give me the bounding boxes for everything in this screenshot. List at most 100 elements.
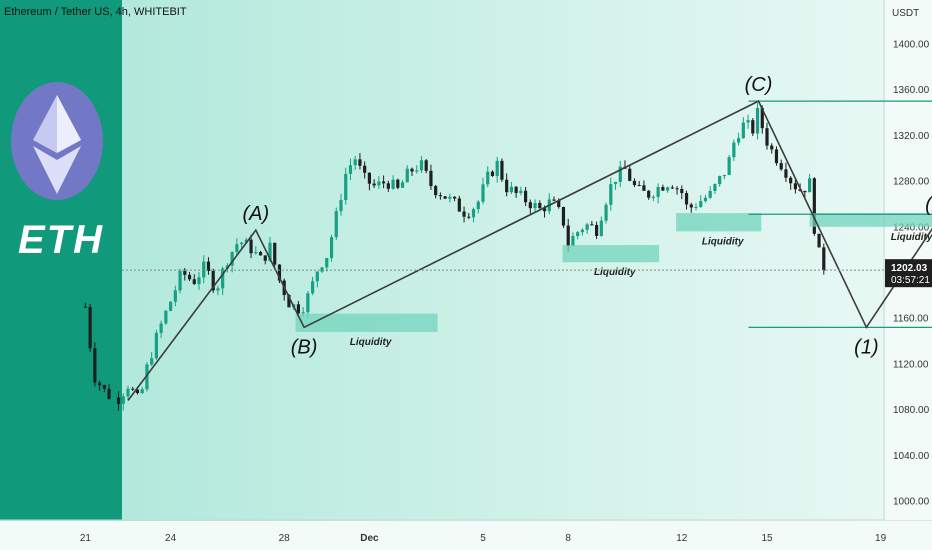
candle-body [386, 183, 390, 189]
candle-body [722, 174, 726, 177]
candle-body [703, 197, 708, 202]
y-tick-label: 1040.00 [893, 451, 930, 462]
y-tick-label: 1320.00 [893, 131, 930, 142]
candle-body [192, 279, 196, 285]
candle-body [661, 187, 665, 191]
wave-label: (A) [242, 203, 269, 225]
candle-body [391, 179, 395, 189]
candle-body [164, 310, 168, 324]
candle-body [438, 195, 442, 197]
candle-body [689, 204, 693, 208]
candle-body [400, 182, 405, 188]
candle-body [187, 274, 192, 280]
candle-body [576, 232, 580, 237]
wave-label: (C) [745, 74, 773, 96]
candle-body [107, 388, 111, 399]
candle-body [462, 211, 466, 217]
ethereum-logo [11, 82, 103, 200]
candle-body [495, 160, 499, 176]
candle-body [613, 181, 618, 185]
y-tick-label: 1160.00 [893, 314, 929, 325]
candle-body [566, 225, 570, 247]
candle-body [258, 252, 263, 256]
candle-body [419, 160, 424, 171]
candle-body [457, 198, 461, 212]
candle-body [112, 397, 116, 399]
candle-body [93, 348, 97, 383]
candle-body [486, 171, 490, 185]
candle-body [637, 185, 641, 187]
candle-body [301, 312, 305, 314]
candle-body [604, 204, 608, 221]
candle-body [344, 173, 348, 201]
candle-body [121, 396, 125, 404]
candle-body [230, 251, 234, 266]
candle-body [102, 385, 106, 389]
candle-body [216, 288, 220, 291]
liquidity-zone [809, 213, 932, 227]
candle-body [746, 120, 750, 123]
candle-body [263, 255, 267, 261]
candle-body [363, 165, 367, 173]
candle-body [135, 389, 140, 394]
candle-body [542, 208, 547, 212]
candle-body [789, 177, 793, 184]
candle-body [727, 157, 731, 175]
x-tick-label: 8 [565, 533, 571, 544]
candle-body [684, 193, 689, 205]
candle-body [211, 271, 215, 291]
liquidity-zone [562, 245, 660, 263]
candle-body [268, 242, 272, 261]
candle-body [628, 168, 632, 181]
ethereum-diamond-lower-icon [33, 146, 81, 194]
candle-body [339, 200, 343, 212]
current-price-badge [885, 259, 932, 288]
candle-body [315, 271, 319, 282]
y-tick-label: 1360.00 [893, 85, 930, 96]
candle-body [770, 145, 774, 150]
fib-levels: 10.50 [748, 100, 932, 328]
candle-body [514, 186, 518, 193]
candle-body [410, 168, 414, 172]
candle-body [178, 271, 182, 291]
candle-body [774, 149, 779, 164]
candle-body [296, 304, 300, 314]
elliott-waves: (A) (B) (C) (1) (2) [127, 74, 932, 401]
candle-body [424, 160, 428, 171]
candle-body [329, 237, 334, 259]
candle-body [277, 264, 282, 281]
x-tick-label: 15 [761, 533, 773, 544]
candle-body [528, 202, 532, 209]
wave-label: (B) [291, 336, 318, 358]
candle-body [154, 332, 158, 359]
y-axis-ticks: 1400.001360.001320.001280.001240.001200.… [893, 40, 930, 508]
candle-body [140, 389, 144, 394]
candle-body [382, 181, 386, 184]
candle-body [765, 128, 769, 146]
candle-body [590, 224, 594, 226]
candle-body [505, 179, 509, 193]
candle-body [471, 209, 476, 218]
candle-body [443, 196, 447, 199]
x-tick-label: 28 [279, 533, 291, 544]
candle-body [453, 196, 457, 199]
candle-body [680, 188, 684, 194]
candle-body [571, 236, 575, 247]
candle-body [372, 183, 376, 186]
candle-body [618, 166, 622, 182]
liquidity-label: Liquidity [702, 236, 744, 247]
liquidity-zone [295, 313, 438, 332]
candle-body [718, 176, 722, 185]
candle-body [311, 281, 315, 294]
candle-body [599, 220, 603, 236]
y-tick-label: 1280.00 [893, 177, 930, 188]
candle-body [358, 159, 362, 166]
candle-body [670, 187, 674, 189]
liquidity-label: Liquidity [350, 337, 392, 348]
x-tick-label: 12 [676, 533, 688, 544]
y-tick-label: 1000.00 [893, 497, 930, 508]
candle-body [467, 216, 471, 218]
candle-body [538, 202, 542, 209]
liquidity-label: Liquidity [891, 232, 932, 243]
